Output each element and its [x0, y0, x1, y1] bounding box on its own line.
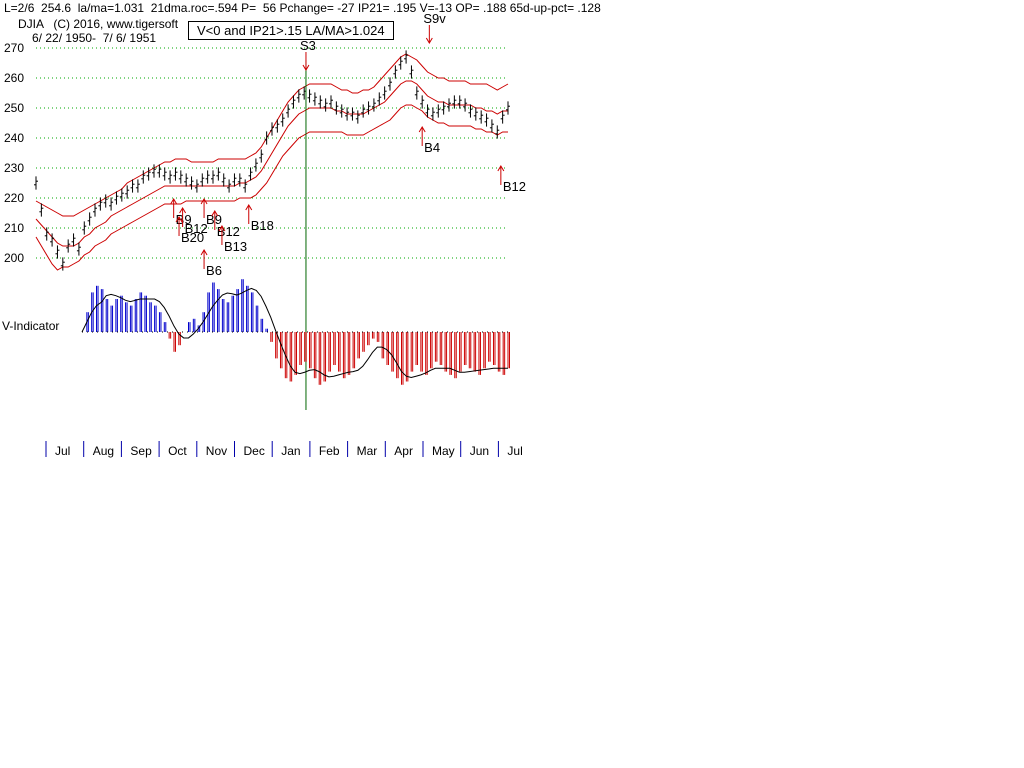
month-label: Oct — [168, 444, 187, 458]
month-label: Dec — [244, 444, 265, 458]
month-label: Jul — [507, 444, 522, 458]
month-label: Feb — [319, 444, 340, 458]
buy-arrow-head — [200, 249, 208, 256]
buy-signal-label: B12 — [503, 179, 526, 194]
y-tick-label: 240 — [4, 131, 24, 145]
buy-arrow-head — [497, 165, 505, 172]
buy-arrow-head — [245, 204, 253, 211]
y-tick-label: 220 — [4, 191, 24, 205]
buy-arrow-head — [175, 216, 183, 223]
sell-signal-label: S3 — [300, 38, 316, 53]
y-tick-label: 260 — [4, 71, 24, 85]
buy-signal-label: B12 — [217, 224, 240, 239]
buy-signal-label: B9 — [176, 212, 192, 227]
month-label: Mar — [357, 444, 378, 458]
moving-average-line — [35, 80, 508, 247]
buy-arrow-head — [418, 126, 426, 133]
lower-band-line — [35, 104, 508, 271]
indicator-average-line — [81, 287, 508, 379]
header-stats: L=2/6 254.6 la/ma=1.031 21dma.roc=.594 P… — [4, 1, 601, 15]
chart-title: DJIA (C) 2016, www.tigersoft — [18, 17, 179, 31]
signal-condition-box: V<0 and IP21>.15 LA/MA>1.024 — [188, 21, 394, 40]
month-label: Jul — [55, 444, 70, 458]
buy-signal-label: B12 — [185, 221, 208, 236]
month-label: Jan — [281, 444, 300, 458]
sell-arrow-head — [425, 37, 433, 44]
y-tick-label: 210 — [4, 221, 24, 235]
buy-signal-label: B20 — [181, 230, 204, 245]
buy-arrow-head — [179, 207, 187, 214]
date-range: 6/ 22/ 1950- 7/ 6/ 1951 — [32, 31, 157, 45]
buy-signal-label: B13 — [224, 239, 247, 254]
y-tick-label: 200 — [4, 251, 24, 265]
buy-arrow-head — [211, 210, 219, 217]
y-tick-label: 270 — [4, 41, 24, 55]
sell-signal-label: S9v — [423, 11, 446, 26]
y-tick-label: 230 — [4, 161, 24, 175]
month-label: May — [432, 444, 455, 458]
month-label: Jun — [470, 444, 489, 458]
month-label: Apr — [394, 444, 413, 458]
buy-arrow-head — [170, 198, 178, 205]
indicator-label: V-Indicator — [2, 319, 59, 333]
month-label: Nov — [206, 444, 227, 458]
buy-signal-label: B18 — [251, 218, 274, 233]
buy-signal-label: B6 — [206, 263, 222, 278]
month-label: Sep — [130, 444, 152, 458]
sell-arrow-head — [302, 64, 310, 71]
buy-arrow-head — [218, 225, 226, 232]
buy-arrow-head — [200, 198, 208, 205]
month-label: Aug — [93, 444, 114, 458]
y-tick-label: 250 — [4, 101, 24, 115]
buy-signal-label: B4 — [424, 140, 440, 155]
